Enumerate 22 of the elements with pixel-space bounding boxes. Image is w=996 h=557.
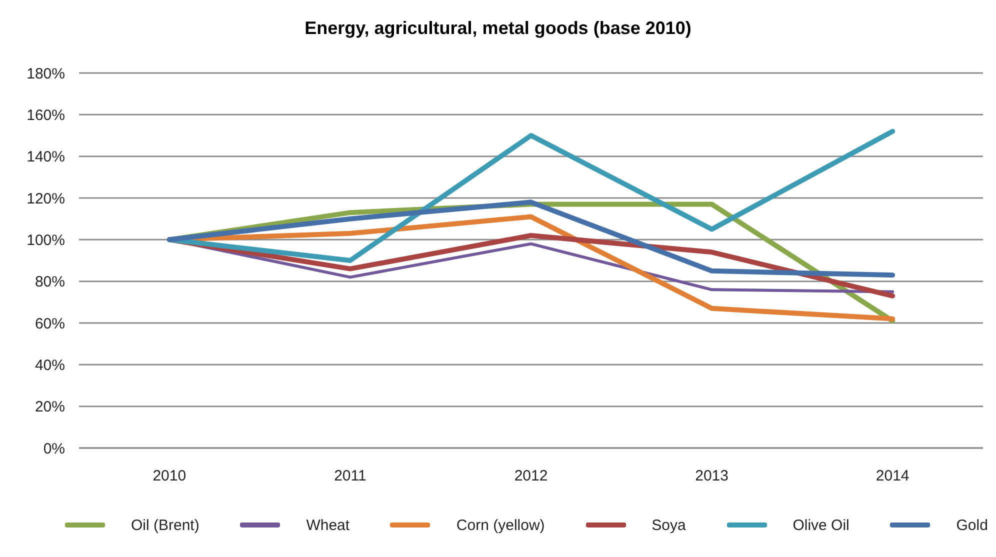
legend-label: Gold [956,516,988,534]
x-tick-label: 2010 [152,468,186,485]
y-tick-label: 120% [26,190,65,208]
y-tick-label: 40% [34,356,65,374]
legend-label: Wheat [306,516,350,534]
y-tick-label: 140% [26,148,65,166]
legend-label: Corn (yellow) [456,516,545,534]
y-tick-label: 100% [26,232,65,249]
x-tick-label: 2014 [876,468,910,485]
y-tick-label: 0% [43,440,65,458]
y-tick-label: 180% [26,65,65,82]
legend-label: Soya [652,516,686,534]
y-tick-label: 20% [34,398,65,416]
y-tick-label: 80% [34,274,65,291]
chart-title: Energy, agricultural, metal goods (base 2010) [304,17,692,40]
legend-label: Olive Oil [792,516,850,534]
y-tick-label: 160% [26,106,65,124]
x-tick-label: 2011 [334,468,366,485]
y-tick-label: 60% [34,315,65,332]
x-tick-label: 2013 [695,468,728,485]
legend-label: Oil (Brent) [131,516,200,534]
x-tick-label: 2012 [514,468,548,485]
